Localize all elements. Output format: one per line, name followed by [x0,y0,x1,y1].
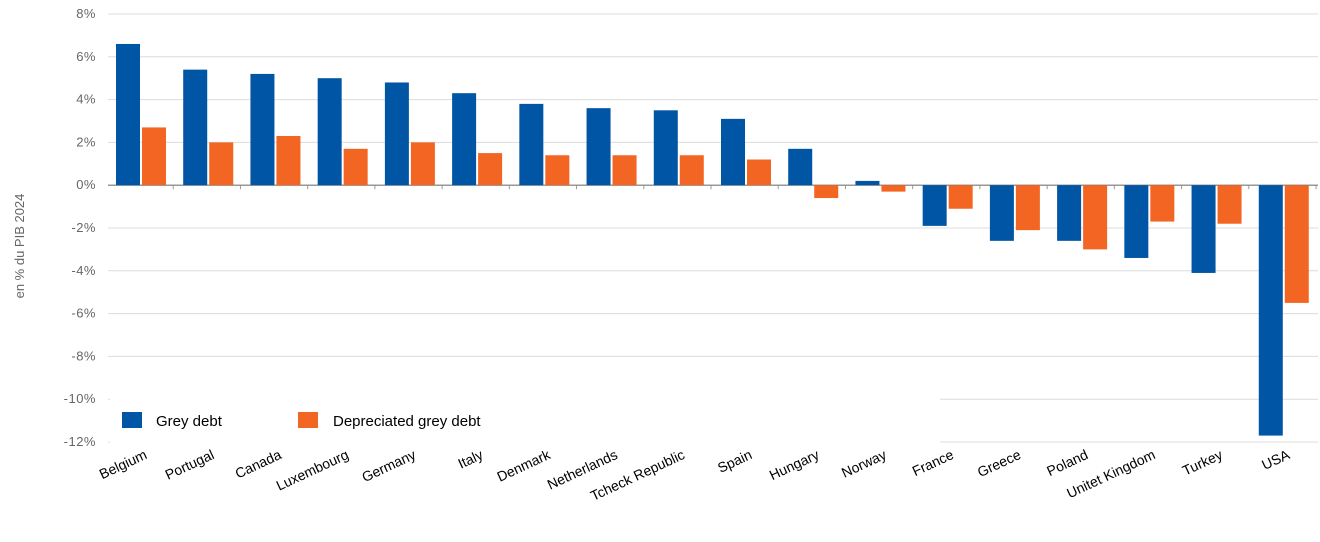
bar-depreciated-grey-debt-italy [478,153,503,186]
x-label-italy: Italy [455,446,485,471]
bar-depreciated-grey-debt-spain [747,159,771,186]
x-label-belgium: Belgium [97,446,150,482]
bar-depreciated-grey-debt-greece [1015,185,1040,231]
bar-grey-debt-denmark [519,103,544,186]
bar-depreciated-grey-debt-poland [1083,185,1108,250]
x-label-spain: Spain [715,446,754,476]
bar-depreciated-grey-debt-usa [1284,185,1309,303]
x-label-portugal: Portugal [162,446,216,483]
y-axis-label: en % du PIB 2024 [12,194,27,299]
y-tick-label: 2% [76,134,96,149]
y-tick-label: 6% [76,49,96,64]
y-tick-label: -6% [71,306,96,321]
bar-depreciated-grey-debt-portugal [209,142,234,186]
x-label-france: France [910,446,956,479]
x-label-turkey: Turkey [1180,446,1225,478]
bar-grey-debt-poland [1057,185,1082,241]
bar-grey-debt-italy [452,93,477,186]
y-axis-ticks: 8% 6% 4% 2% 0% -2% -4% -6% -8% -10% -12% [64,6,96,449]
x-label-luxembourg: Luxembourg [274,446,351,493]
bar-depreciated-grey-debt-unitet-kingdom [1150,185,1175,222]
x-label-poland: Poland [1044,446,1090,479]
bars [116,43,1317,436]
bar-depreciated-grey-debt-turkey [1217,185,1242,224]
legend-swatch-grey-debt [122,412,142,428]
bar-grey-debt-portugal [183,69,208,186]
x-label-norway: Norway [839,446,889,481]
bar-depreciated-grey-debt-hungary [814,185,839,199]
bar-grey-debt-tcheck-republic [653,110,678,186]
y-tick-label: -4% [71,263,96,278]
bar-grey-debt-belgium [116,43,140,186]
bar-depreciated-grey-debt-norway [881,185,906,192]
x-label-germany: Germany [359,446,418,485]
bar-depreciated-grey-debt-germany [410,142,435,186]
bar-grey-debt-france [922,185,947,226]
bar-grey-debt-unitet-kingdom [1124,185,1149,258]
x-label-hungary: Hungary [767,446,822,483]
legend-swatch-depreciated-grey-debt [298,412,318,428]
y-tick-label: -2% [71,220,96,235]
bar-grey-debt-usa [1258,185,1283,436]
bar-grey-debt-greece [989,185,1014,241]
bar-grey-debt-spain [721,118,745,186]
legend-background [110,397,940,443]
bar-grey-debt-turkey [1191,185,1216,273]
bar-grey-debt-netherlands [586,108,611,186]
y-tick-label: 4% [76,92,96,107]
x-label-canada: Canada [232,446,283,481]
bar-grey-debt-canada [250,73,275,186]
bar-grey-debt-norway [855,180,880,186]
bar-grey-debt-luxembourg [317,78,342,186]
x-label-usa: USA [1259,446,1292,473]
y-tick-label: -10% [64,391,96,406]
x-label-greece: Greece [975,446,1024,480]
bar-depreciated-grey-debt-netherlands [612,155,637,186]
bar-grey-debt-hungary [788,148,813,186]
y-tick-label: -8% [71,348,96,363]
bar-depreciated-grey-debt-canada [276,135,301,186]
bar-grey-debt-germany [384,82,409,186]
bar-depreciated-grey-debt-denmark [545,155,570,186]
legend-label-depreciated-grey-debt: Depreciated grey debt [333,413,481,430]
bar-depreciated-grey-debt-france [948,185,973,209]
y-tick-label: 0% [76,177,96,192]
y-tick-label: 8% [76,6,96,21]
bar-depreciated-grey-debt-tcheck-republic [679,155,704,186]
legend-label-grey-debt: Grey debt [156,413,223,430]
y-tick-label: -12% [64,434,96,449]
bar-depreciated-grey-debt-luxembourg [343,148,368,186]
legend: Grey debt Depreciated grey debt [110,397,940,443]
bar-depreciated-grey-debt-belgium [142,127,166,186]
